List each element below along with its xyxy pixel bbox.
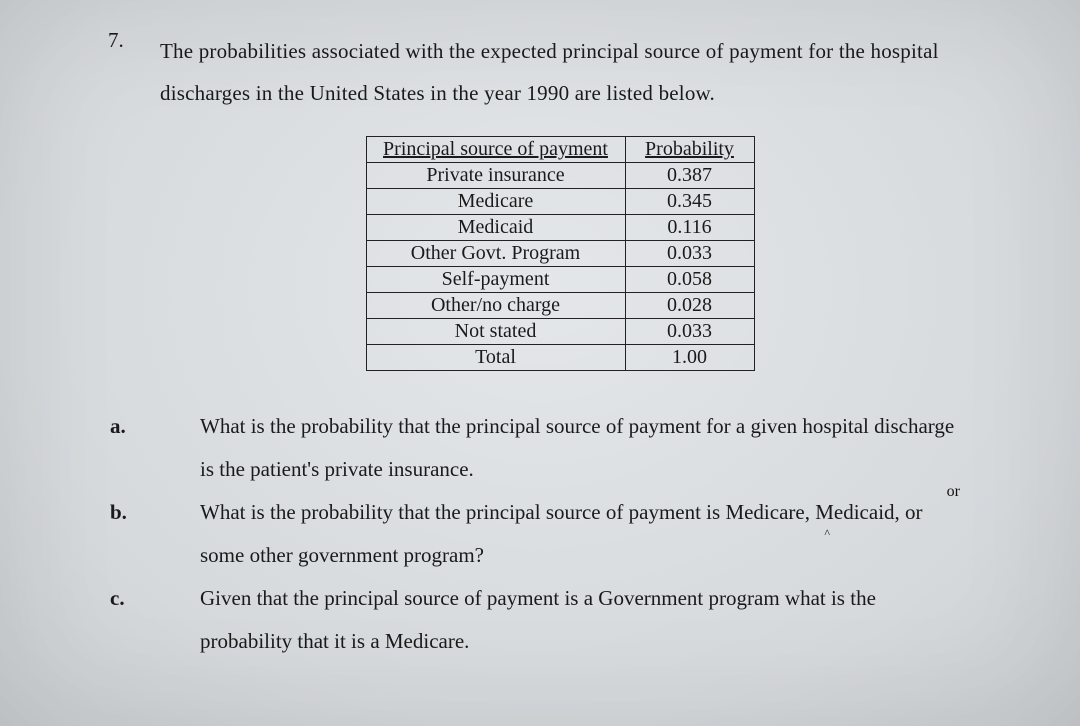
- table-cell-value: 0.345: [625, 189, 754, 215]
- table-cell-label: Other/no charge: [366, 293, 625, 319]
- table-container: Principal source of payment Probability …: [100, 136, 1020, 371]
- subq-c-line2: probability that it is a Medicare.: [200, 629, 469, 653]
- subq-b-line1: What is the probability that the princip…: [200, 500, 923, 524]
- table-cell-value: 0.033: [625, 319, 754, 345]
- table-row: Other Govt. Program0.033: [366, 241, 754, 267]
- table-cell-label: Other Govt. Program: [366, 241, 625, 267]
- subq-c-letter: c.: [100, 577, 200, 663]
- table-header-row: Principal source of payment Probability: [366, 137, 754, 163]
- subq-b: b. What is the probability that the prin…: [100, 491, 1020, 577]
- subq-c: c. Given that the principal source of pa…: [100, 577, 1020, 663]
- intro-line-2: discharges in the United States in the y…: [160, 81, 715, 105]
- table-cell-label: Private insurance: [366, 163, 625, 189]
- question-number: 7.: [108, 28, 124, 53]
- subq-b-letter: b.: [100, 491, 200, 577]
- handwritten-or: or: [947, 483, 960, 501]
- table-cell-label: Total: [366, 345, 625, 371]
- subq-a-line1: What is the probability that the princip…: [200, 414, 954, 438]
- table-cell-value: 0.058: [625, 267, 754, 293]
- probability-table: Principal source of payment Probability …: [366, 136, 755, 371]
- subq-a-line2: is the patient's private insurance.: [200, 457, 474, 481]
- subq-c-text: Given that the principal source of payme…: [200, 577, 1020, 663]
- table-row: Self-payment0.058: [366, 267, 754, 293]
- table-header-source: Principal source of payment: [366, 137, 625, 163]
- subq-a-letter: a.: [100, 405, 200, 491]
- subq-a-text: What is the probability that the princip…: [200, 405, 1020, 491]
- intro-line-1: The probabilities associated with the ex…: [160, 39, 939, 63]
- table-cell-value: 0.116: [625, 215, 754, 241]
- table-row: Private insurance0.387: [366, 163, 754, 189]
- subq-b-line2: some other government program?: [200, 543, 484, 567]
- handwritten-caret: ^: [824, 526, 830, 541]
- subquestions: a. What is the probability that the prin…: [100, 405, 1020, 663]
- table-header-prob: Probability: [625, 137, 754, 163]
- subq-b-text: What is the probability that the princip…: [200, 491, 1020, 577]
- table-row: Medicare0.345: [366, 189, 754, 215]
- table-row: Not stated0.033: [366, 319, 754, 345]
- page: 7. The probabilities associated with the…: [0, 0, 1080, 726]
- table-row: Other/no charge0.028: [366, 293, 754, 319]
- table-cell-label: Self-payment: [366, 267, 625, 293]
- table-cell-label: Medicaid: [366, 215, 625, 241]
- subq-c-line1: Given that the principal source of payme…: [200, 586, 876, 610]
- table-cell-value: 0.028: [625, 293, 754, 319]
- table-cell-label: Medicare: [366, 189, 625, 215]
- table-cell-value: 0.033: [625, 241, 754, 267]
- table-row: Total1.00: [366, 345, 754, 371]
- table-row: Medicaid0.116: [366, 215, 754, 241]
- subq-a: a. What is the probability that the prin…: [100, 405, 1020, 491]
- table-cell-label: Not stated: [366, 319, 625, 345]
- intro-text: The probabilities associated with the ex…: [160, 30, 1020, 114]
- table-cell-value: 0.387: [625, 163, 754, 189]
- table-cell-value: 1.00: [625, 345, 754, 371]
